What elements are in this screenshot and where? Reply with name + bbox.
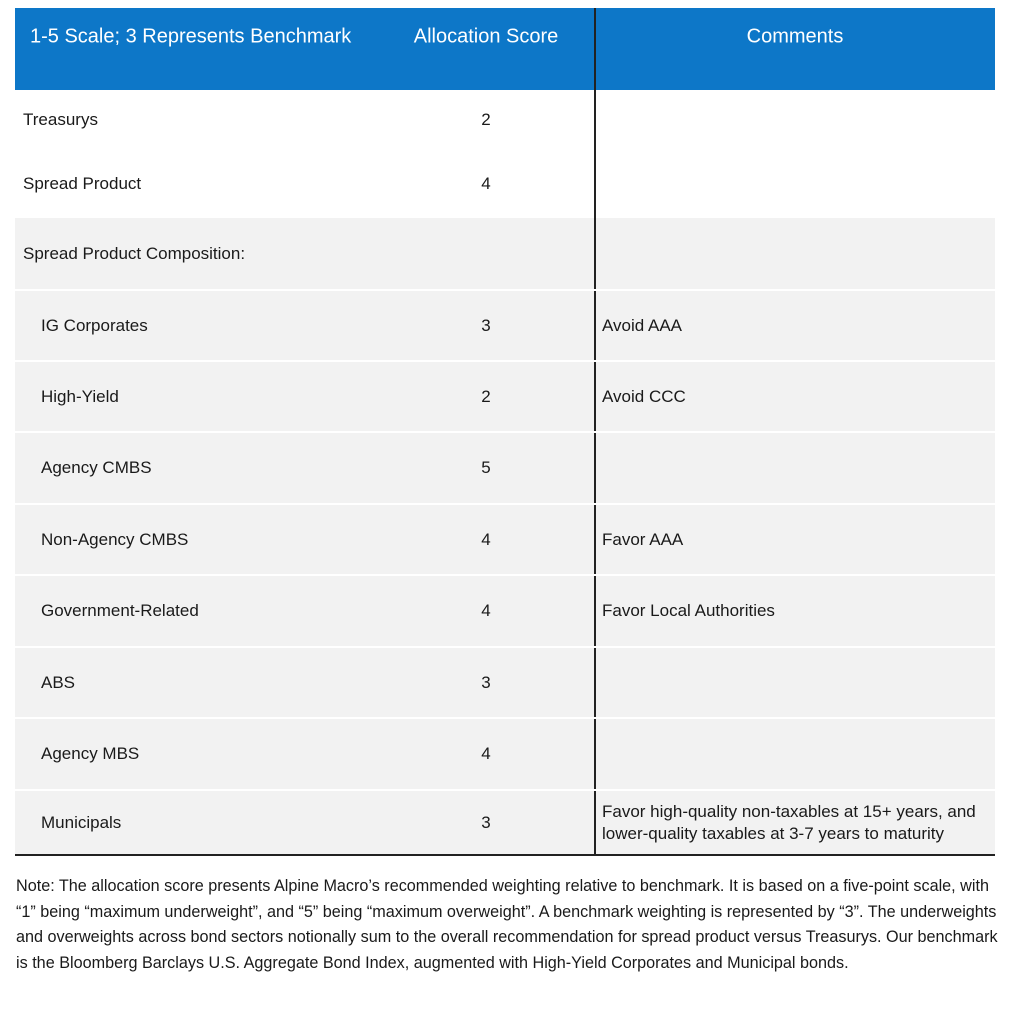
allocation-score: 3	[481, 672, 491, 692]
row-label: Spread Product Composition:	[23, 244, 246, 263]
row-separator	[15, 646, 995, 648]
table-header	[15, 8, 995, 90]
comment: Favor Local Authorities	[602, 601, 775, 620]
row-separator	[15, 431, 995, 433]
row-label: Municipals	[41, 812, 122, 832]
allocation-score: 4	[481, 601, 491, 620]
row-label: Non-Agency CMBS	[41, 529, 189, 549]
row-label: Treasurys	[23, 110, 98, 129]
table-bottom-border	[15, 854, 995, 856]
row-separator	[15, 503, 995, 505]
comment: Favor AAA	[602, 529, 684, 549]
allocation-score: 2	[481, 386, 491, 406]
allocation-score: 3	[481, 812, 491, 832]
gray-band	[15, 218, 995, 855]
row-label: Government-Related	[41, 601, 199, 620]
row-separator	[15, 289, 995, 291]
row-separator	[15, 574, 995, 576]
row-label: IG Corporates	[41, 315, 148, 335]
row-separator	[15, 360, 995, 362]
note: Note: The allocation score presents Alpi…	[16, 877, 998, 973]
comment: Favor high-quality non-taxables at 15+ y…	[602, 801, 976, 843]
row-label: Agency MBS	[41, 744, 140, 763]
allocation-score: 3	[481, 315, 491, 335]
row-label: ABS	[41, 672, 76, 692]
row-label: Spread Product	[23, 174, 142, 193]
header-cell: Comments	[746, 25, 844, 48]
header-cell: Allocation Score	[413, 25, 559, 48]
row-separator	[15, 789, 995, 791]
row-label: Agency CMBS	[41, 458, 152, 477]
comment: Avoid AAA	[602, 315, 683, 335]
allocation-score: 4	[481, 174, 491, 193]
row-label: High-Yield	[41, 386, 119, 406]
header-cell: 1-5 Scale; 3 Represents Benchmark	[30, 25, 352, 48]
allocation-score: 2	[481, 110, 491, 129]
allocation-score: 4	[481, 529, 491, 549]
row-separator	[15, 717, 995, 719]
allocation-score: 4	[481, 744, 491, 763]
allocation-score: 5	[481, 458, 491, 477]
comment: Avoid CCC	[602, 386, 686, 406]
